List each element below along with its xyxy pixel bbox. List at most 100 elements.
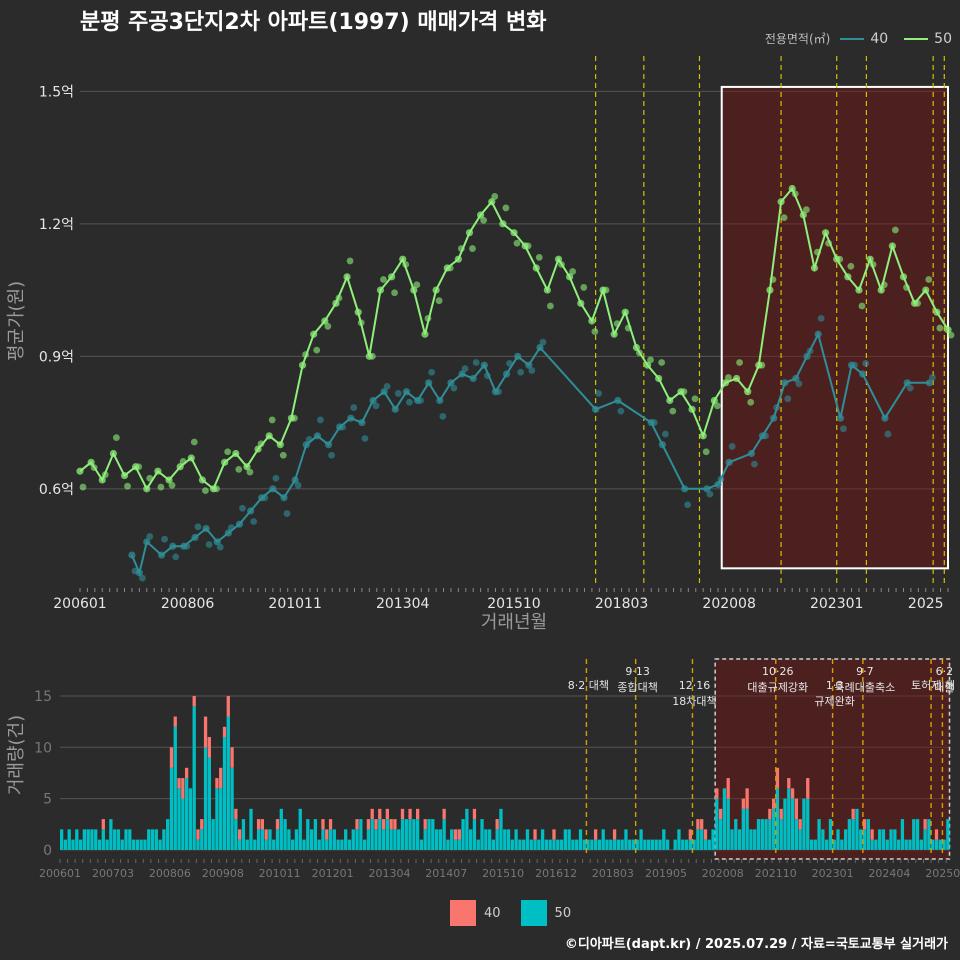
series-40-point	[661, 430, 669, 438]
bar-40	[381, 819, 386, 830]
bar-50	[109, 819, 113, 850]
bar-50	[94, 829, 98, 850]
bar-50	[809, 839, 814, 850]
policy-label: 대출	[934, 681, 954, 694]
bar-50	[476, 839, 480, 850]
series-50-point	[925, 276, 933, 283]
policy-label: 12·16	[679, 679, 711, 692]
bar-50	[450, 829, 454, 850]
bar-50	[514, 829, 518, 850]
bar-40	[173, 716, 177, 727]
series-40-point	[595, 390, 603, 397]
bar-50	[419, 839, 424, 850]
bar-50	[230, 767, 234, 850]
bar-50	[381, 829, 386, 850]
bar-50	[234, 819, 238, 850]
series-50-point	[580, 284, 588, 291]
bar-50	[525, 829, 530, 850]
bar-50	[938, 839, 942, 850]
series-40-point	[205, 541, 213, 548]
series-50-point	[513, 239, 521, 247]
bar-50	[309, 829, 314, 850]
bar-50	[855, 808, 859, 850]
series-50-point	[368, 352, 376, 360]
bar-40	[219, 767, 223, 789]
bar-50	[503, 829, 507, 850]
series-50-point	[858, 302, 866, 310]
bar-50	[472, 819, 477, 850]
y-tick-label: 0.6억	[39, 482, 74, 498]
bar-50	[798, 829, 802, 850]
series-50-point	[546, 302, 554, 310]
price-chart: 0.6억 0.9억 1.2억 1.5억 200601 200806 201011 201304…	[6, 56, 955, 633]
series-50-point	[346, 257, 354, 265]
bar-50	[934, 839, 939, 850]
bar-50	[665, 839, 670, 850]
bar-50	[605, 839, 609, 850]
bar-40	[260, 819, 265, 830]
bar-50	[692, 839, 696, 850]
series-50-point	[669, 407, 677, 415]
bar-50	[63, 839, 68, 850]
bar-50	[400, 819, 405, 850]
series-40-point	[751, 460, 758, 468]
bar-legend-label-50: 50	[554, 905, 572, 921]
bar-x-tick-label: 202110	[755, 867, 797, 880]
policy-label: 토허제 해	[911, 678, 955, 692]
bar-50	[556, 839, 560, 850]
series-50-point	[725, 374, 732, 381]
series-40-point	[817, 314, 825, 322]
bar-40	[101, 819, 105, 830]
bar-50	[355, 829, 359, 850]
series-50-point	[713, 402, 721, 410]
bar-50	[575, 839, 579, 850]
bar-40	[745, 788, 749, 809]
bar-50	[510, 839, 514, 850]
bar-50	[325, 839, 329, 850]
x-tick-label: 2025	[908, 596, 944, 612]
bar-50	[737, 829, 742, 850]
bar-50	[813, 839, 817, 850]
series-40-point	[439, 413, 447, 420]
bar-40	[256, 819, 261, 830]
series-50-point	[936, 324, 944, 332]
bar-x-tick-label: 200806	[149, 867, 191, 880]
bar-50	[915, 819, 920, 850]
bar-x-tick-label: 202008	[702, 867, 744, 880]
series-50-point	[758, 361, 766, 369]
bar-40	[851, 808, 855, 820]
bar-50	[688, 839, 692, 850]
bar-40	[700, 819, 704, 830]
bar-50	[366, 829, 371, 850]
bar-50	[306, 819, 310, 850]
bar-50	[522, 839, 526, 850]
bar-50	[222, 737, 227, 850]
bar-50	[101, 829, 105, 850]
bar-50	[681, 839, 685, 850]
bar-50	[86, 829, 90, 850]
bar-50	[82, 829, 87, 850]
bar-40	[408, 808, 412, 820]
bar-50	[650, 839, 655, 850]
series-50-point	[202, 487, 209, 494]
bar-50	[760, 819, 764, 850]
bar-40	[718, 808, 723, 820]
bar-50	[328, 829, 333, 850]
bar-50	[150, 829, 155, 850]
policy-label: 18차대책	[672, 695, 716, 708]
bar-50	[775, 788, 780, 850]
bar-50	[207, 757, 211, 850]
bar-50	[321, 829, 325, 850]
bar-50	[461, 819, 465, 850]
bar-50	[847, 819, 852, 850]
bar-50	[291, 839, 295, 850]
bar-x-tick-label: 201612	[535, 867, 577, 880]
series-40-point	[450, 384, 458, 392]
bar-50	[817, 819, 821, 850]
series-40-point	[906, 384, 914, 392]
bar-40	[552, 829, 556, 840]
bar-50	[544, 839, 549, 850]
bar-40	[923, 819, 927, 830]
bar-50	[594, 839, 598, 850]
bar-50	[912, 819, 916, 850]
